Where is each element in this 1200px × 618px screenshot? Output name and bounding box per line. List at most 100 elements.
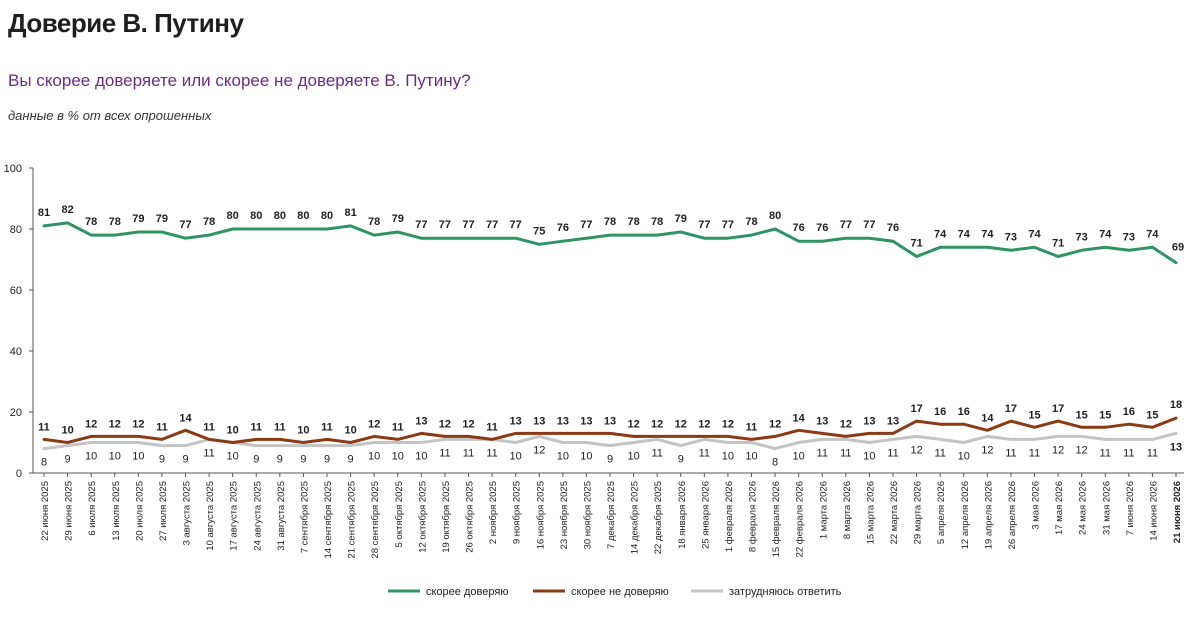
data-label-trust: 76	[557, 222, 569, 234]
data-label-undecided: 11	[439, 447, 450, 459]
x-tick-label: 3 мая 2026	[1031, 481, 1042, 530]
data-label-undecided: 10	[958, 451, 970, 463]
data-label-distrust: 13	[533, 415, 545, 427]
x-tick-label: 1 марта 2026	[818, 481, 829, 539]
data-label-undecided: 11	[699, 447, 710, 459]
x-tick-label: 31 мая 2026	[1101, 481, 1112, 535]
x-tick-label: 5 апреля 2026	[936, 481, 947, 544]
data-label-trust: 74	[934, 228, 947, 240]
x-tick-label: 22 декабря 2025	[653, 481, 664, 554]
data-label-trust: 73	[1123, 231, 1135, 243]
data-label-distrust: 11	[746, 421, 758, 433]
data-label-undecided: 9	[300, 454, 306, 466]
x-tick-label: 2 ноября 2025	[488, 481, 499, 544]
data-label-distrust: 15	[1146, 409, 1158, 421]
data-label-trust: 74	[1146, 228, 1159, 240]
y-tick-label: 20	[10, 407, 22, 419]
data-label-distrust: 17	[910, 403, 922, 415]
data-label-distrust: 13	[557, 415, 569, 427]
y-tick-label: 0	[16, 468, 22, 480]
data-label-distrust: 11	[38, 421, 50, 433]
x-tick-label: 26 апреля 2026	[1007, 481, 1018, 549]
data-label-trust: 77	[698, 219, 710, 231]
data-label-undecided: 11	[887, 447, 898, 459]
data-label-distrust: 13	[816, 415, 828, 427]
data-label-trust: 79	[132, 213, 144, 225]
data-label-distrust: 12	[698, 418, 710, 430]
data-label-trust: 69	[1172, 242, 1184, 254]
data-label-trust: 71	[910, 237, 922, 249]
data-label-trust: 76	[887, 222, 899, 234]
data-label-undecided: 10	[510, 451, 522, 463]
data-label-undecided: 10	[793, 451, 805, 463]
x-tick-label: 28 сентября 2025	[370, 481, 381, 559]
data-label-trust: 78	[109, 216, 121, 228]
x-tick-label: 15 февраля 2026	[771, 481, 782, 557]
x-tick-label: 19 октября 2025	[441, 481, 452, 553]
data-label-distrust: 10	[344, 425, 356, 437]
data-label-distrust: 11	[392, 421, 404, 433]
data-label-distrust: 12	[462, 418, 474, 430]
data-label-undecided: 11	[1100, 447, 1111, 459]
data-label-trust: 80	[297, 210, 309, 222]
x-tick-label: 29 марта 2026	[913, 481, 924, 544]
x-tick-label: 10 августа 2025	[205, 481, 216, 551]
data-label-undecided: 10	[722, 451, 734, 463]
data-label-distrust: 14	[179, 412, 192, 424]
data-label-undecided: 9	[678, 454, 684, 466]
data-label-distrust: 12	[627, 418, 639, 430]
x-tick-label: 12 апреля 2026	[960, 481, 971, 549]
data-label-trust: 77	[486, 219, 498, 231]
x-tick-label: 8 марта 2026	[842, 481, 853, 539]
data-label-trust: 79	[156, 213, 168, 225]
data-label-undecided: 9	[324, 454, 330, 466]
data-label-undecided: 9	[277, 454, 283, 466]
x-tick-label: 5 октября 2025	[394, 481, 405, 548]
data-label-trust: 78	[368, 216, 380, 228]
data-label-distrust: 11	[203, 421, 215, 433]
data-label-trust: 80	[250, 210, 262, 222]
data-label-undecided: 12	[1076, 444, 1088, 456]
data-label-distrust: 13	[887, 415, 899, 427]
legend-label-1: скорее не доверяю	[571, 586, 669, 598]
data-label-trust: 77	[439, 219, 451, 231]
x-tick-label: 13 июля 2025	[111, 481, 122, 541]
data-label-undecided: 12	[981, 444, 993, 456]
data-label-trust: 78	[85, 216, 97, 228]
data-label-distrust: 12	[675, 418, 687, 430]
data-label-undecided: 11	[486, 447, 497, 459]
data-label-distrust: 12	[109, 418, 121, 430]
x-tick-label: 25 января 2026	[700, 481, 711, 549]
x-tick-label: 7 июня 2026	[1125, 481, 1136, 536]
data-label-trust: 76	[816, 222, 828, 234]
data-label-trust: 80	[227, 210, 239, 222]
data-label-distrust: 11	[486, 421, 498, 433]
x-tick-label: 26 октября 2025	[465, 481, 476, 553]
x-tick-label: 18 января 2026	[677, 481, 688, 549]
data-label-undecided: 11	[817, 447, 828, 459]
data-label-distrust: 15	[1076, 409, 1088, 421]
x-tick-label: 21 сентября 2025	[347, 481, 358, 559]
y-tick-label: 80	[10, 224, 22, 236]
data-label-distrust: 13	[580, 415, 592, 427]
data-label-trust: 80	[274, 210, 286, 222]
data-label-distrust: 10	[227, 425, 239, 437]
x-tick-label: 3 августа 2025	[182, 481, 193, 545]
data-label-distrust: 16	[1123, 406, 1135, 418]
data-label-trust: 73	[1076, 231, 1088, 243]
x-tick-label: 15 марта 2026	[865, 481, 876, 544]
x-tick-label: 12 октября 2025	[417, 481, 428, 553]
data-label-distrust: 11	[274, 421, 286, 433]
series-line-1	[42, 416, 1178, 444]
x-tick-label: 7 сентября 2025	[299, 481, 310, 553]
data-label-trust: 77	[863, 219, 875, 231]
data-label-distrust: 12	[840, 418, 852, 430]
x-tick-label: 14 сентября 2025	[323, 481, 334, 559]
data-label-trust: 81	[344, 207, 356, 219]
data-label-distrust: 17	[1005, 403, 1017, 415]
data-label-undecided: 9	[159, 454, 165, 466]
data-label-undecided: 11	[840, 447, 851, 459]
data-label-undecided: 8	[772, 457, 778, 469]
x-tick-label: 7 декабря 2025	[606, 481, 617, 549]
